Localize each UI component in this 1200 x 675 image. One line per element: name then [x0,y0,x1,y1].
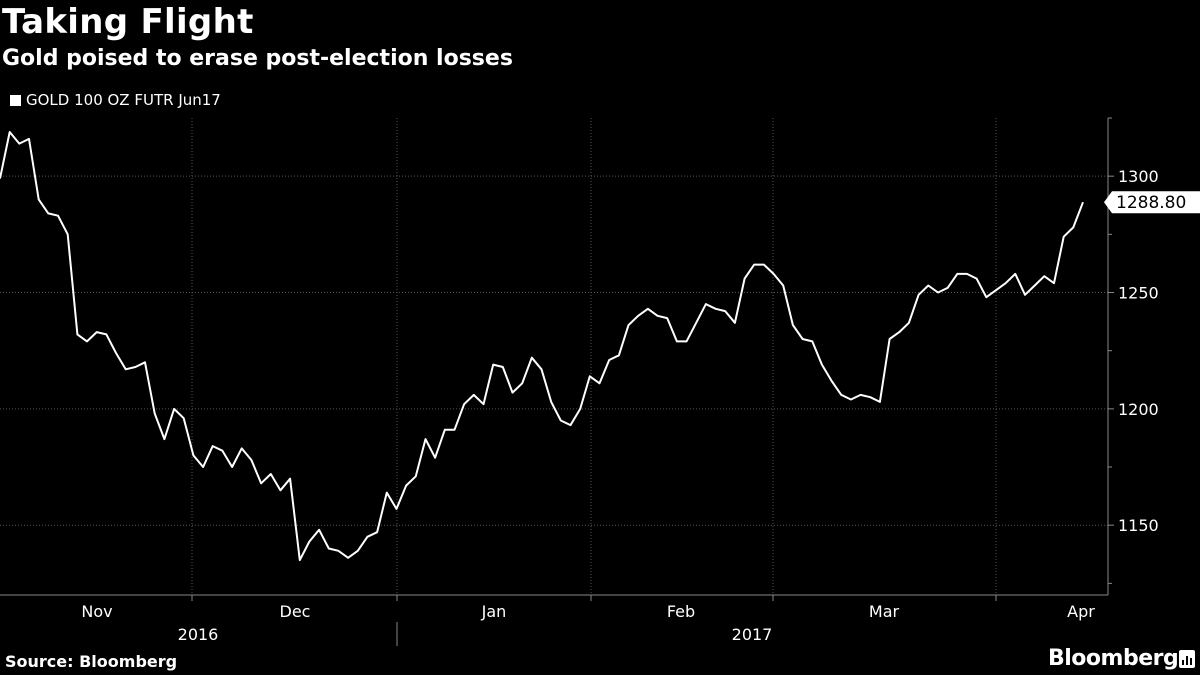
legend-swatch [10,94,21,106]
y-tick-label: 1250 [1118,284,1159,303]
bloomberg-chart-icon [1179,650,1195,668]
x-axis: Nov Dec Jan Feb Mar Apr 2016 2017 [0,594,1108,646]
year-label-2017: 2017 [732,625,773,644]
last-value-box [1104,191,1200,214]
last-value-marker: 1288.80 [1104,191,1200,214]
year-label-2016: 2016 [178,625,219,644]
chart-title: Taking Flight [2,2,254,42]
last-value-label: 1288.80 [1116,193,1186,213]
month-label-dec: Dec [280,602,311,621]
month-label-mar: Mar [869,602,900,621]
y-tick-label: 1150 [1118,516,1159,535]
bloomberg-logo: Bloomberg [1048,646,1179,671]
legend-label: GOLD 100 OZ FUTR Jun17 [26,91,221,109]
gridlines [0,118,1108,595]
month-label-apr: Apr [1067,602,1095,621]
month-label-feb: Feb [667,602,695,621]
month-label-jan: Jan [481,602,507,621]
y-axis: 1150 1200 1250 1300 [1107,117,1159,595]
chart-subtitle: Gold poised to erase post-election losse… [2,46,513,71]
series-layer [0,131,1084,562]
source-note: Source: Bloomberg [5,652,178,671]
y-tick-label: 1300 [1118,167,1159,186]
gold-price-line [0,131,1084,562]
month-label-nov: Nov [81,602,112,621]
legend: GOLD 100 OZ FUTR Jun17 [10,91,221,109]
y-tick-label: 1200 [1118,400,1159,419]
